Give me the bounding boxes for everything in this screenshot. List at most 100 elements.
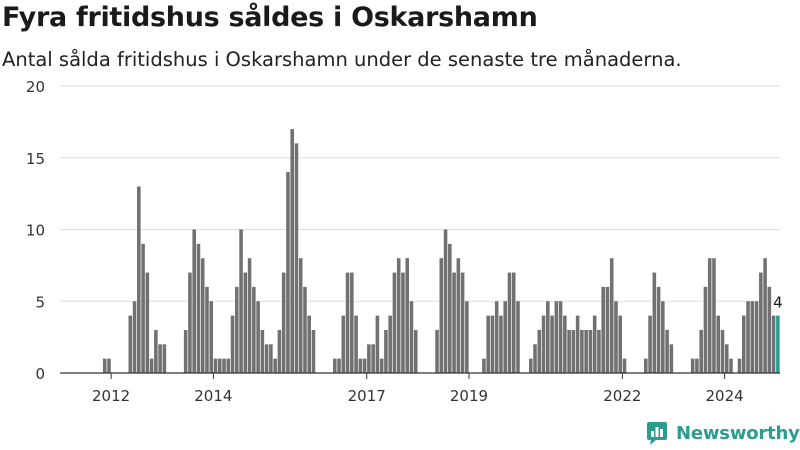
bar bbox=[409, 301, 414, 373]
data-label: 4 bbox=[773, 294, 783, 312]
y-tick-label: 5 bbox=[35, 293, 45, 311]
bar bbox=[154, 329, 158, 373]
bar bbox=[298, 258, 303, 373]
bar bbox=[183, 329, 188, 373]
bar bbox=[661, 301, 665, 373]
bar bbox=[750, 301, 755, 373]
bar bbox=[742, 315, 746, 373]
bar bbox=[162, 344, 167, 373]
bar bbox=[703, 286, 708, 373]
bar bbox=[141, 243, 145, 373]
bar bbox=[567, 329, 571, 373]
bar bbox=[746, 301, 750, 373]
bar bbox=[196, 243, 201, 373]
bar bbox=[188, 272, 192, 373]
bar bbox=[405, 258, 409, 373]
bar bbox=[379, 358, 384, 373]
bar bbox=[367, 344, 371, 373]
bar bbox=[247, 258, 252, 373]
bar bbox=[558, 301, 563, 373]
bar bbox=[724, 344, 729, 373]
bar bbox=[350, 272, 354, 373]
bar bbox=[695, 358, 699, 373]
bar bbox=[213, 358, 218, 373]
bar bbox=[235, 286, 239, 373]
bar bbox=[716, 315, 720, 373]
bar bbox=[384, 329, 388, 373]
bar bbox=[597, 329, 601, 373]
bar bbox=[618, 315, 623, 373]
bar bbox=[490, 315, 495, 373]
bar bbox=[499, 315, 503, 373]
bar bbox=[375, 315, 380, 373]
bar bbox=[712, 258, 716, 373]
bar bbox=[358, 358, 363, 373]
bar bbox=[396, 258, 401, 373]
bar bbox=[537, 329, 542, 373]
bar bbox=[546, 301, 550, 373]
bar bbox=[209, 301, 214, 373]
bar bbox=[137, 186, 141, 373]
bar bbox=[311, 329, 316, 373]
bar bbox=[303, 286, 307, 373]
bar bbox=[763, 258, 767, 373]
bar bbox=[371, 344, 375, 373]
bar bbox=[754, 301, 759, 373]
bar bbox=[333, 358, 337, 373]
bar bbox=[290, 129, 294, 373]
bar bbox=[281, 272, 286, 373]
bar bbox=[226, 358, 231, 373]
bar bbox=[205, 286, 209, 373]
y-tick-label: 15 bbox=[26, 150, 45, 168]
bar bbox=[192, 229, 196, 373]
bar bbox=[729, 358, 733, 373]
bar bbox=[362, 358, 367, 373]
bar bbox=[452, 272, 456, 373]
bar bbox=[392, 272, 397, 373]
bar bbox=[486, 315, 490, 373]
bar bbox=[644, 358, 648, 373]
newsworthy-logo-icon bbox=[647, 422, 667, 445]
bar bbox=[264, 344, 269, 373]
bar bbox=[252, 286, 256, 373]
bar bbox=[413, 329, 418, 373]
y-tick-label: 0 bbox=[35, 365, 45, 383]
bar bbox=[516, 301, 520, 373]
bar bbox=[345, 272, 350, 373]
bar bbox=[460, 272, 465, 373]
bar bbox=[354, 315, 358, 373]
bar bbox=[699, 329, 703, 373]
bar bbox=[456, 258, 461, 373]
bar bbox=[239, 229, 243, 373]
x-tick-label: 2014 bbox=[194, 387, 232, 405]
bar bbox=[584, 329, 588, 373]
bar bbox=[759, 272, 763, 373]
bar bbox=[648, 315, 652, 373]
bar-latest bbox=[776, 315, 780, 373]
bar bbox=[588, 329, 593, 373]
bar bbox=[528, 358, 533, 373]
bar bbox=[592, 315, 597, 373]
newsworthy-brand[interactable]: Newsworthy bbox=[644, 419, 800, 447]
bar bbox=[494, 301, 499, 373]
bar bbox=[707, 258, 712, 373]
bar bbox=[341, 315, 346, 373]
bar bbox=[286, 172, 290, 373]
bar bbox=[269, 344, 273, 373]
bar bbox=[102, 358, 107, 373]
bar bbox=[541, 315, 546, 373]
bar bbox=[503, 301, 507, 373]
bar bbox=[482, 358, 486, 373]
bar bbox=[511, 272, 516, 373]
bar bbox=[256, 301, 260, 373]
bar bbox=[669, 344, 674, 373]
bar bbox=[507, 272, 512, 373]
bar bbox=[307, 315, 312, 373]
bar bbox=[690, 358, 695, 373]
bar bbox=[132, 301, 137, 373]
x-tick-label: 2022 bbox=[603, 387, 641, 405]
bar bbox=[652, 272, 657, 373]
bar bbox=[737, 358, 742, 373]
bar bbox=[337, 358, 341, 373]
bar bbox=[614, 301, 618, 373]
